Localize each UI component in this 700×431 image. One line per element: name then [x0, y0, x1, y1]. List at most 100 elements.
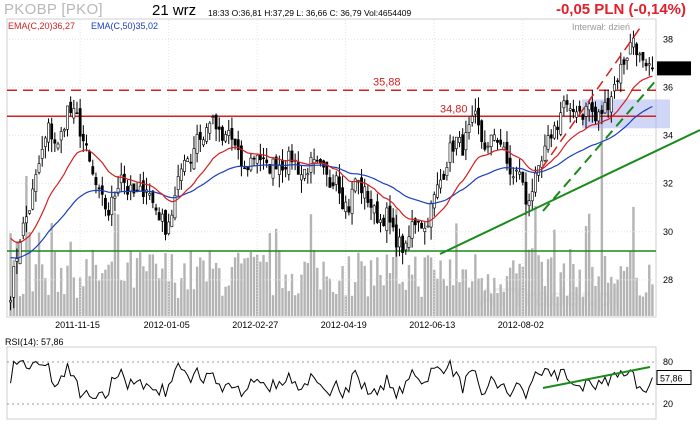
candle-body	[454, 136, 458, 149]
candle-body	[31, 188, 35, 210]
candle-body	[524, 181, 528, 205]
volume-bar	[113, 212, 117, 316]
volume-bar	[72, 277, 76, 316]
candle-body	[527, 200, 531, 207]
candle-body	[385, 207, 389, 231]
candle-body	[277, 164, 281, 175]
volume-bar	[284, 274, 287, 316]
candle-body	[366, 190, 370, 203]
candle-body	[287, 150, 291, 175]
candle-body	[530, 191, 534, 202]
candle-body	[464, 132, 468, 151]
candle-body	[37, 163, 41, 173]
candle-body	[255, 154, 259, 164]
volume-bar	[414, 256, 417, 316]
candle-body	[413, 218, 417, 226]
volume-bar	[218, 268, 221, 316]
volume-bar	[613, 283, 616, 316]
candle-body	[546, 135, 550, 150]
candle-body	[141, 180, 145, 197]
candle-body	[337, 176, 341, 194]
volume-bar	[154, 263, 158, 316]
y-tick-label: 30	[663, 227, 673, 237]
volume-bar	[199, 257, 202, 316]
volume-bar	[82, 286, 85, 316]
volume-bar	[293, 295, 297, 316]
volume-bar	[445, 285, 449, 316]
volume-bar	[37, 232, 41, 316]
candle-body	[480, 120, 484, 142]
candle-body	[344, 201, 348, 212]
volume-bar	[550, 257, 553, 316]
volume-bar	[56, 291, 60, 316]
volume-bar	[88, 276, 91, 316]
y-tick-label: 36	[663, 82, 673, 92]
volume-bar	[486, 274, 490, 316]
volume-bar	[34, 264, 38, 316]
volume-bar	[230, 266, 234, 316]
candle-body	[202, 139, 205, 146]
volume-bar	[569, 248, 572, 316]
x-tick-label: 2011-11-15	[55, 320, 100, 330]
candle-body	[398, 236, 401, 248]
candle-body	[208, 122, 212, 134]
candle-body	[417, 220, 420, 223]
volume-bar	[531, 248, 534, 316]
volume-bar	[306, 262, 309, 316]
candle-body	[300, 174, 303, 181]
last-price-box	[657, 61, 691, 76]
interval-label: Interwał: dzień	[572, 22, 631, 32]
candle-body	[66, 105, 69, 130]
volume-bar	[556, 296, 559, 316]
x-tick-label: 2012-06-13	[409, 320, 455, 330]
candle-body	[382, 217, 386, 227]
candle-body	[350, 188, 354, 214]
volume-bar	[391, 257, 395, 316]
candle-body	[69, 101, 73, 114]
volume-bar	[328, 278, 332, 316]
volume-bar	[59, 267, 63, 316]
volume-bar	[28, 231, 31, 316]
candle-body	[372, 205, 376, 214]
volume-bar	[452, 285, 455, 316]
volume-bar	[423, 257, 426, 316]
rsi-last-value: 57,86	[660, 373, 683, 383]
candle-body	[113, 195, 117, 199]
candle-body	[252, 157, 256, 160]
volume-bar	[388, 273, 392, 316]
volume-bar	[619, 266, 623, 316]
rsi-panel: 20 80 57,86	[7, 357, 692, 409]
trend-line-long	[439, 129, 700, 255]
candle-body	[565, 100, 569, 105]
candle-body	[21, 222, 25, 236]
volume-bar	[575, 287, 578, 316]
volume-bar	[173, 282, 177, 316]
volume-bar	[480, 278, 483, 316]
candle-body	[104, 197, 107, 210]
candle-body	[429, 202, 433, 228]
candle-body	[552, 125, 556, 139]
volume-bar	[309, 214, 313, 316]
volume-bar	[376, 257, 379, 316]
volume-bar	[259, 261, 262, 316]
candle-body	[94, 177, 98, 186]
candle-body	[243, 167, 246, 170]
y-axis-labels: 28 30 32 34 36 38	[663, 34, 673, 285]
candle-body	[505, 141, 509, 164]
volume-bar	[221, 295, 224, 316]
volume-bar	[489, 293, 493, 316]
candle-body	[50, 123, 54, 140]
volume-bar	[170, 254, 174, 316]
candle-body	[91, 166, 95, 175]
volume-bar	[195, 266, 199, 316]
candle-body	[638, 53, 642, 56]
candle-body	[451, 140, 455, 152]
volume-bar	[407, 265, 411, 316]
candle-body	[315, 159, 319, 162]
volume-bar	[290, 273, 294, 316]
candle-body	[303, 168, 307, 179]
volume-bar	[527, 249, 531, 316]
candle-body	[619, 64, 623, 84]
volume-bar	[104, 269, 107, 316]
candle-body	[556, 126, 559, 130]
